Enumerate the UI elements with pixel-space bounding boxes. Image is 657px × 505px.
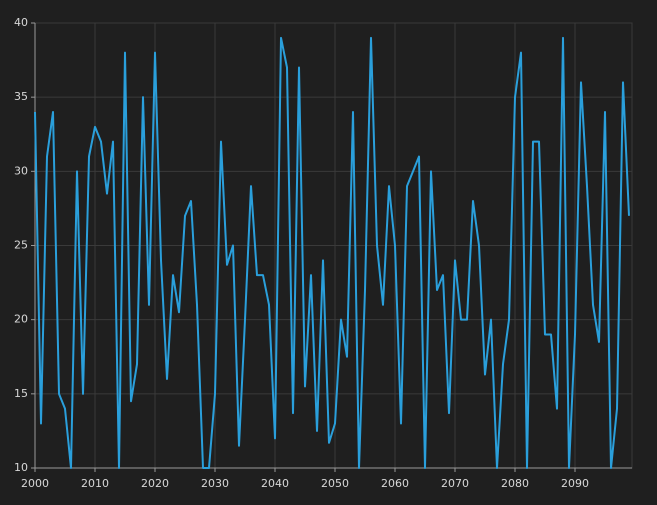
x-tick-label: 2040 (261, 477, 289, 490)
x-tick-label: 2060 (381, 477, 409, 490)
y-tick-label: 15 (14, 387, 28, 400)
x-tick-label: 2020 (141, 477, 169, 490)
y-tick-label: 35 (14, 90, 28, 103)
x-tick-label: 2090 (561, 477, 589, 490)
x-tick-label: 2070 (441, 477, 469, 490)
x-tick-label: 2030 (201, 477, 229, 490)
x-tick-label: 2080 (501, 477, 529, 490)
x-tick-label: 2010 (81, 477, 109, 490)
x-tick-label: 2050 (321, 477, 349, 490)
y-tick-label: 40 (14, 16, 28, 29)
y-tick-label: 20 (14, 313, 28, 326)
y-tick-label: 10 (14, 461, 28, 474)
data-line (34, 36, 630, 469)
y-tick-label: 25 (14, 239, 28, 252)
x-tick-label: 2000 (21, 477, 49, 490)
y-tick-label: 30 (14, 164, 28, 177)
